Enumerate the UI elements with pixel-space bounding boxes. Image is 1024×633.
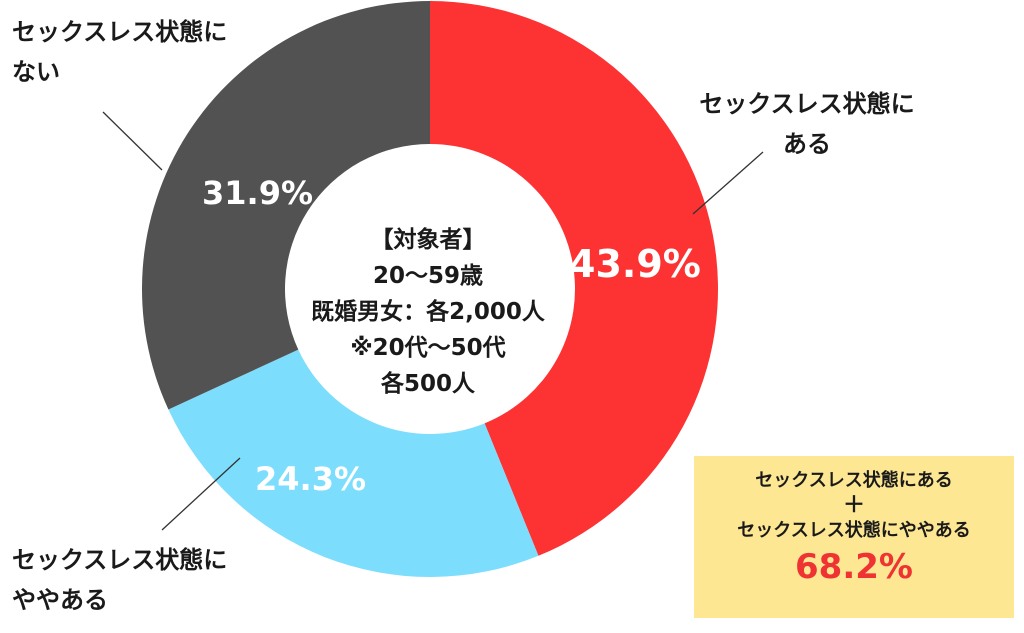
summary-plus: ＋ <box>842 493 865 518</box>
category-label-yaya-aru: セックスレス状態に ややある <box>12 540 227 620</box>
leader-line-nai <box>102 111 163 171</box>
leader-line-yaya-aru <box>161 457 241 531</box>
center-line-age: 20〜59歳 <box>372 263 483 289</box>
leader-line-aru <box>692 151 764 215</box>
center-target-info: 【対象者】 20〜59歳 既婚男女：各2,000人 ※20代〜50代 各500人 <box>273 222 583 402</box>
category-label-aru-line2: ある <box>783 130 831 158</box>
summary-line1: セックスレス状態にある <box>755 470 953 491</box>
category-label-nai: セックスレス状態に ない <box>12 12 227 92</box>
category-label-aru-line1: セックスレス状態に <box>699 90 915 118</box>
donut-segment-aru <box>430 1 718 556</box>
center-line-sample: 既婚男女：各2,000人 <box>311 299 545 325</box>
category-label-nai-line2: ない <box>12 58 60 86</box>
center-line-per-generation: 各500人 <box>380 371 475 397</box>
donut-segment-yaya-aru <box>168 349 539 577</box>
category-label-yaya-aru-line1: セックスレス状態に <box>12 546 228 574</box>
summary-total: 68.2% <box>795 547 913 587</box>
summary-line2: セックスレス状態にややある <box>737 520 971 541</box>
donut-segment-nai <box>141 1 430 410</box>
center-line-generations: ※20代〜50代 <box>350 335 506 361</box>
data-label-aru: 43.9% <box>569 242 701 286</box>
summary-box: セックスレス状態にある ＋ セックスレス状態にややある 68.2% <box>694 456 1014 618</box>
data-label-nai: 31.9% <box>202 174 314 212</box>
category-label-aru: セックスレス状態に ある <box>682 84 932 164</box>
category-label-nai-line1: セックスレス状態に <box>12 18 228 46</box>
data-label-yaya-aru: 24.3% <box>255 460 367 498</box>
center-line-target-heading: 【対象者】 <box>370 227 486 253</box>
category-label-yaya-aru-line2: ややある <box>12 586 108 614</box>
